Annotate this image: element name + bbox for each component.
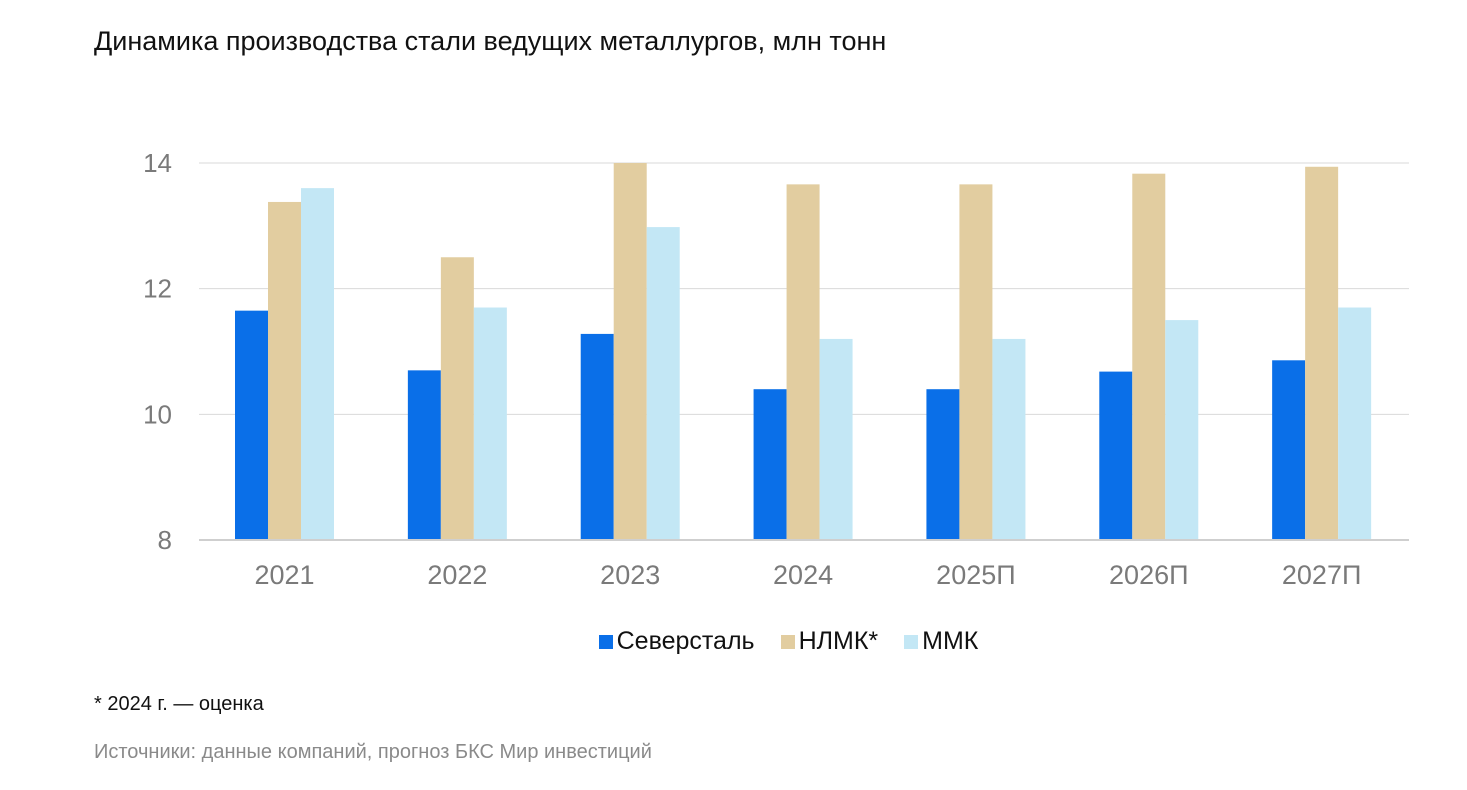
x-tick-label: 2025П bbox=[936, 560, 1015, 590]
bar-3-2021 bbox=[301, 188, 334, 540]
legend-item: НЛМК* bbox=[780, 627, 879, 656]
legend-item: ММК bbox=[904, 627, 978, 656]
bar-3-2023 bbox=[646, 227, 680, 540]
x-tick-label: 2026П bbox=[1109, 560, 1188, 590]
bar-2-2025П bbox=[959, 184, 993, 540]
bar-2-2023 bbox=[613, 163, 647, 540]
x-tick-label: 2023 bbox=[600, 560, 660, 590]
bar-1-2022 bbox=[407, 370, 441, 540]
legend-label: Северсталь bbox=[616, 627, 755, 655]
bar-1-2021 bbox=[235, 310, 268, 540]
bar-1-2026П bbox=[1099, 371, 1133, 540]
bar-1-2023 bbox=[580, 333, 614, 540]
legend-swatch bbox=[904, 634, 919, 649]
y-tick-label: 10 bbox=[143, 399, 172, 429]
legend-item: Северсталь bbox=[598, 627, 755, 656]
bar-2-2027П bbox=[1305, 166, 1339, 540]
x-tick-label: 2022 bbox=[427, 560, 487, 590]
bar-1-2024 bbox=[753, 389, 787, 540]
footnote: * 2024 г. — оценка bbox=[94, 693, 264, 715]
bar-3-2027П bbox=[1338, 307, 1372, 540]
bar-2-2024 bbox=[786, 184, 820, 540]
bar-2-2026П bbox=[1132, 173, 1166, 540]
bar-3-2026П bbox=[1165, 320, 1199, 540]
bar-2-2021 bbox=[268, 201, 301, 540]
bar-1-2027П bbox=[1272, 360, 1306, 540]
chart-title: Динамика производства стали ведущих мета… bbox=[94, 26, 887, 56]
bar-1-2025П bbox=[926, 389, 960, 540]
x-tick-label: 2027П bbox=[1282, 560, 1361, 590]
bar-chart: 8 10 12 14 2021 2022 2023 2024 2025П 2026П 2027П bbox=[143, 148, 1409, 590]
legend-swatch bbox=[598, 634, 613, 649]
y-tick-label: 8 bbox=[158, 525, 172, 555]
x-tick-label: 2024 bbox=[773, 560, 833, 590]
legend-label: ММК bbox=[922, 627, 979, 655]
legend: Северсталь НЛМК* ММК bbox=[0, 627, 1467, 656]
source-note: Источники: данные компаний, прогноз БКС … bbox=[94, 741, 652, 763]
bar-3-2025П bbox=[992, 338, 1026, 540]
x-tick-label: 2021 bbox=[254, 560, 314, 590]
bar-2-2022 bbox=[440, 257, 474, 540]
axes: 8 10 12 14 2021 2022 2023 2024 2025П 2026П 2027П bbox=[143, 148, 1409, 590]
bar-3-2022 bbox=[473, 307, 507, 540]
legend-swatch bbox=[780, 634, 795, 649]
y-tick-label: 12 bbox=[143, 274, 172, 304]
legend-label: НЛМК* bbox=[798, 627, 879, 655]
bar-3-2024 bbox=[819, 338, 853, 540]
bars bbox=[235, 163, 1372, 540]
y-tick-label: 14 bbox=[143, 148, 172, 178]
